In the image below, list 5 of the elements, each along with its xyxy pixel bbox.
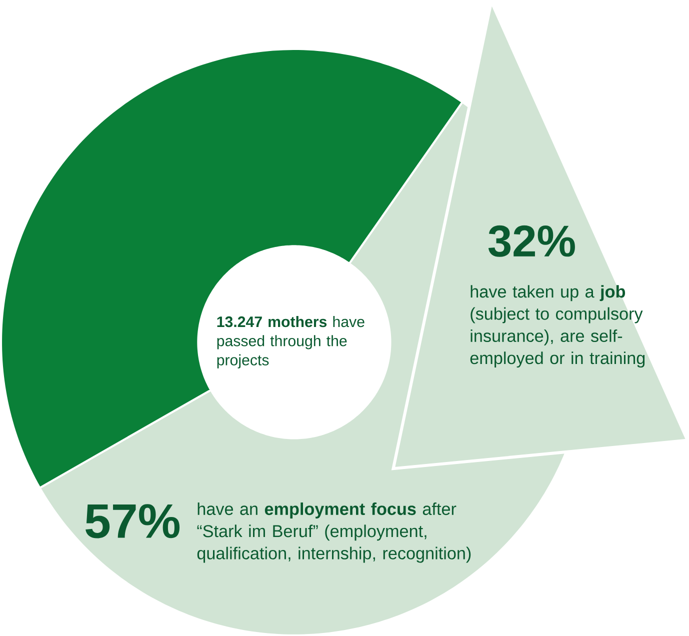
- text: have taken up a job (subject to compulsory insurance), are self-employed or in training: [470, 284, 645, 368]
- text: 13.247 mothers have passed through the projects: [217, 316, 364, 368]
- text: 32%: [488, 225, 575, 257]
- data-label: 57%: [86, 504, 180, 538]
- slice-label: have an employment focus after “Stark im Beruf” (employment, qualification, internship, recognition): [197, 502, 471, 563]
